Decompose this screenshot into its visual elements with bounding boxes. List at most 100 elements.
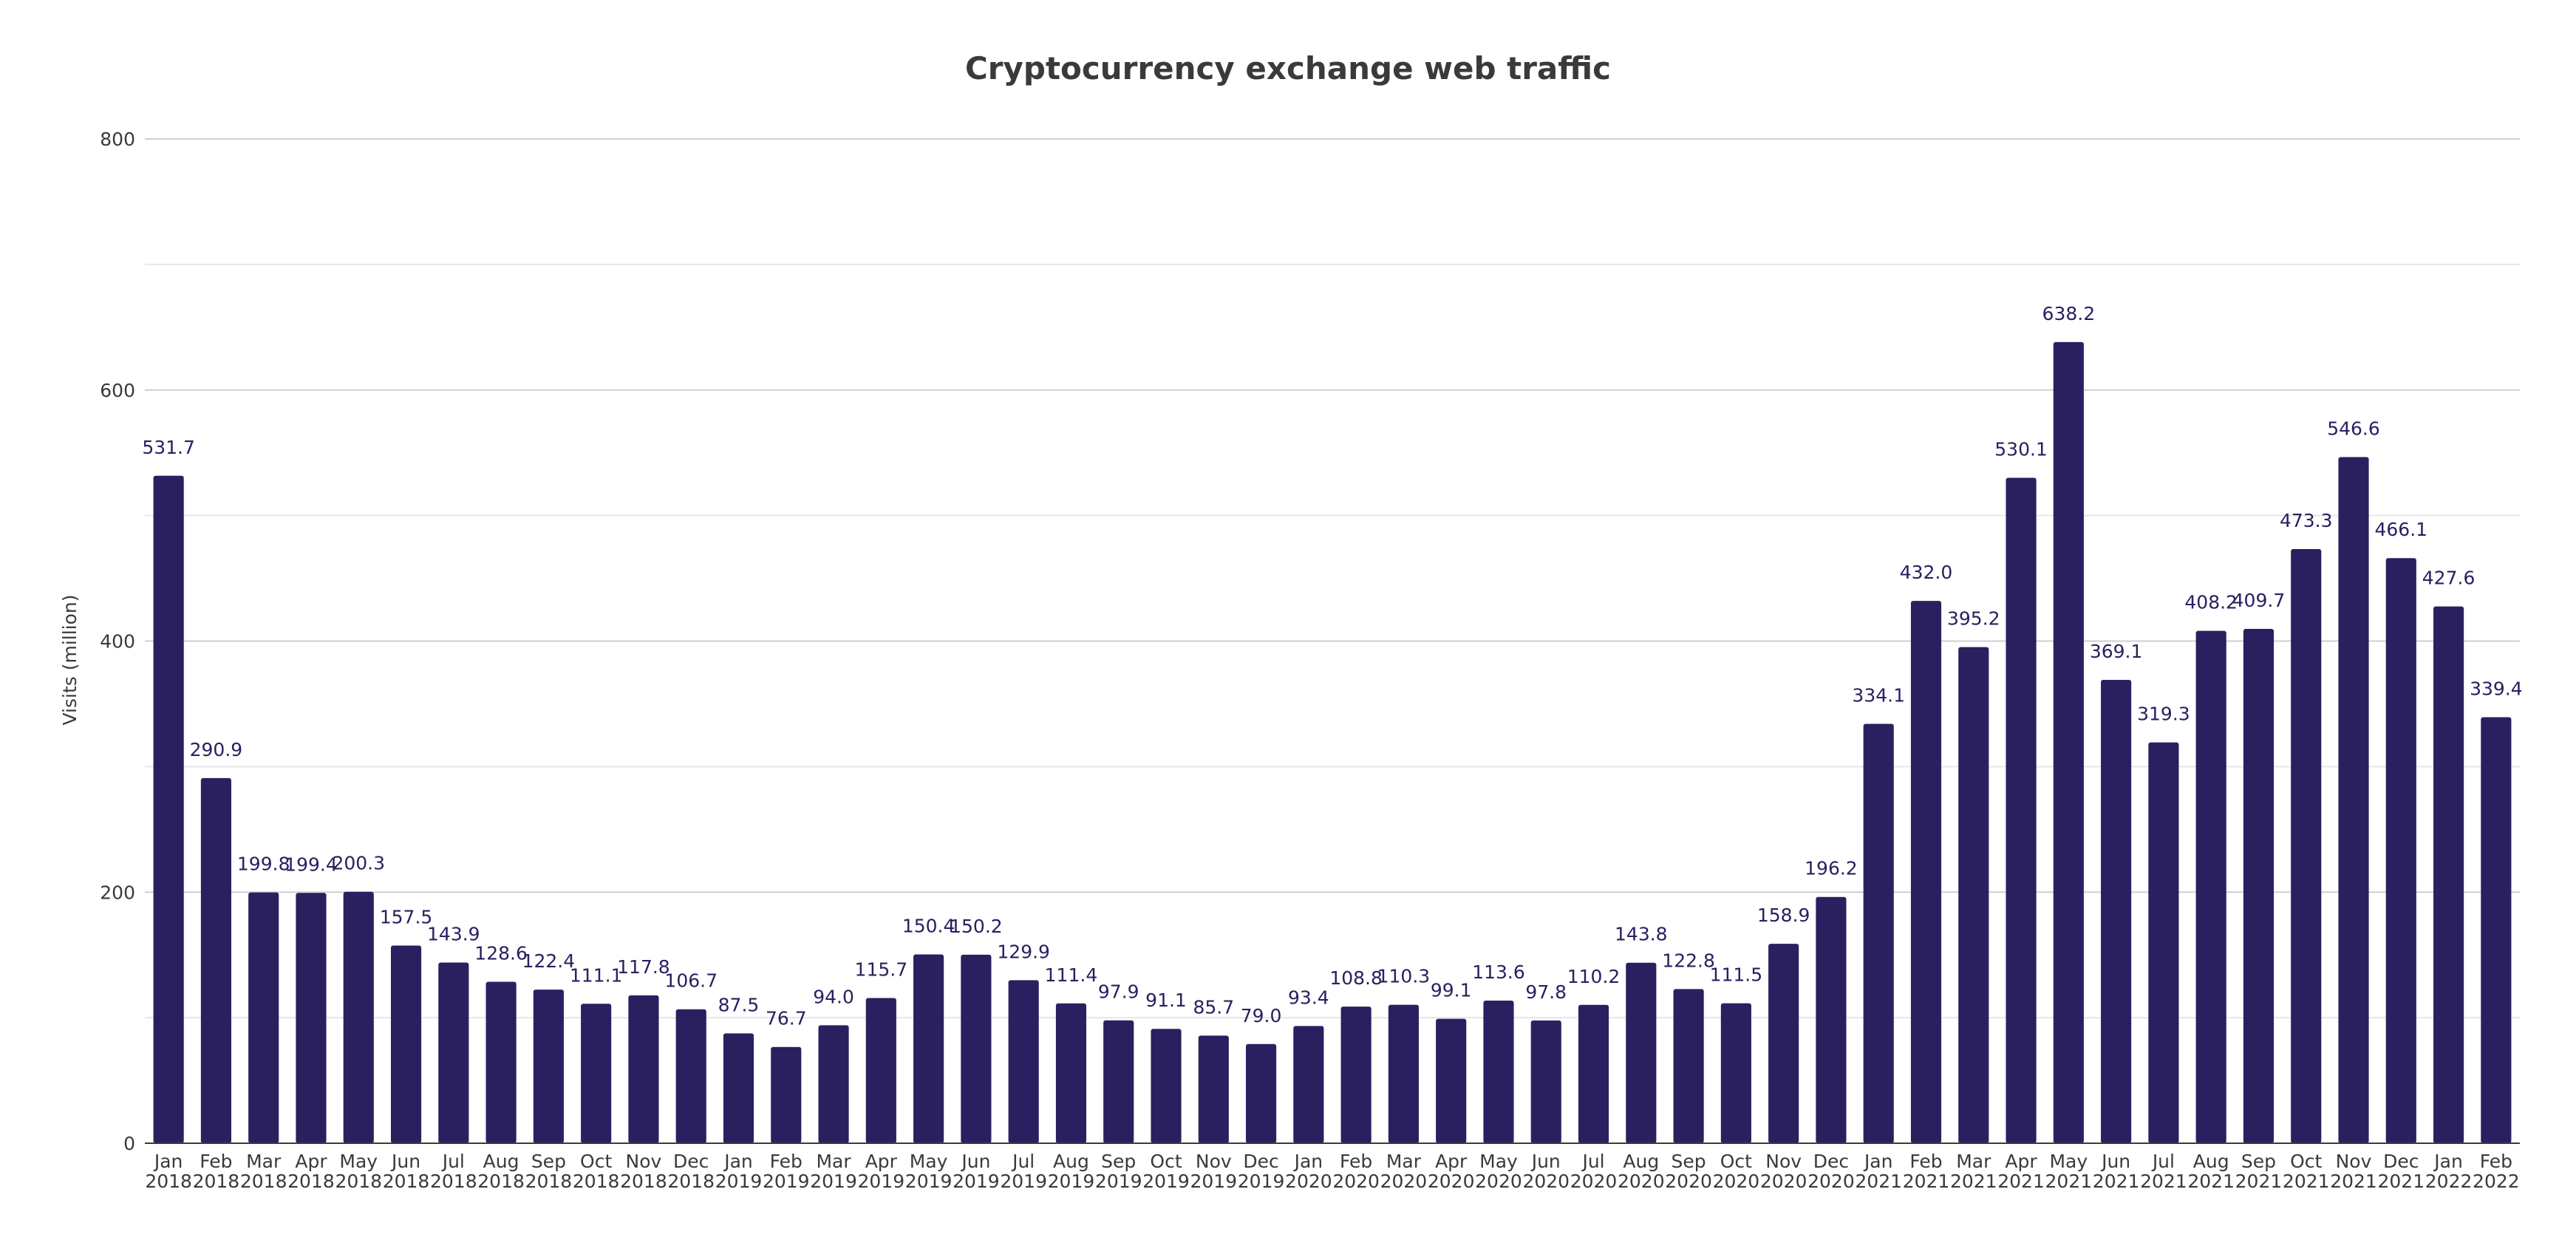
x-tick-label-year: 2018 xyxy=(573,1171,620,1192)
x-tick-label-year: 2020 xyxy=(1665,1171,1712,1192)
x-tick-label-month: Mar xyxy=(1956,1151,1991,1172)
bar xyxy=(2195,630,2226,1143)
data-label: 199.8 xyxy=(237,854,290,875)
bar xyxy=(2291,548,2322,1143)
bar xyxy=(1958,647,1989,1143)
data-label: 113.6 xyxy=(1472,961,1525,983)
bar xyxy=(1530,1020,1561,1143)
bar xyxy=(533,990,564,1143)
bar xyxy=(1626,962,1657,1143)
x-tick-label-month: Apr xyxy=(2005,1151,2037,1172)
data-label: 128.6 xyxy=(474,943,528,964)
x-tick-label-year: 2020 xyxy=(1332,1171,1380,1192)
bar xyxy=(818,1025,849,1143)
x-tick-label-month: Jun xyxy=(960,1151,990,1172)
data-label: 408.2 xyxy=(2184,592,2238,613)
x-tick-label-month: Apr xyxy=(1435,1151,1468,1172)
x-tick-label-month: Feb xyxy=(1340,1151,1372,1172)
x-tick-label-month: Aug xyxy=(483,1151,519,1172)
data-label: 432.0 xyxy=(1900,562,1953,583)
bar xyxy=(675,1009,706,1143)
bar xyxy=(1910,601,1942,1143)
x-tick-label-year: 2019 xyxy=(905,1171,953,1192)
bar xyxy=(1816,896,1847,1143)
bars xyxy=(153,341,2512,1143)
x-tick-label-month: May xyxy=(339,1151,378,1172)
x-tick-label-month: Nov xyxy=(1196,1151,1232,1172)
data-label: 158.9 xyxy=(1757,905,1810,926)
bar xyxy=(153,475,184,1143)
x-tick-label-month: Jul xyxy=(1011,1151,1035,1172)
x-tick-label-month: Mar xyxy=(1386,1151,1422,1172)
data-label: 466.1 xyxy=(2375,519,2428,540)
x-tick-label-year: 2021 xyxy=(2330,1171,2377,1192)
data-label: 108.8 xyxy=(1329,967,1383,989)
x-tick-label-year: 2020 xyxy=(1380,1171,1428,1192)
data-label: 122.8 xyxy=(1662,950,1715,971)
y-tick-label: 0 xyxy=(123,1133,135,1154)
x-tick-label-month: Oct xyxy=(1720,1151,1752,1172)
x-tick-label-month: Dec xyxy=(1243,1151,1278,1172)
x-tick-label-year: 2019 xyxy=(763,1171,810,1192)
data-label: 150.4 xyxy=(902,916,955,937)
x-tick-label-month: Nov xyxy=(2336,1151,2372,1172)
data-label: 157.5 xyxy=(380,906,433,927)
x-tick-label-month: Dec xyxy=(1813,1151,1849,1172)
x-tick-label-month: Jan xyxy=(1293,1151,1323,1172)
x-tick-label-month: Oct xyxy=(1150,1151,1182,1172)
bar xyxy=(1673,989,1704,1143)
data-label: 106.7 xyxy=(664,970,718,992)
bar xyxy=(1340,1007,1372,1143)
bar xyxy=(628,995,659,1143)
data-label: 117.8 xyxy=(617,956,670,978)
x-tick-label-year: 2018 xyxy=(383,1171,430,1192)
x-tick-label-year: 2022 xyxy=(2425,1171,2473,1192)
x-tick-label-year: 2019 xyxy=(810,1171,857,1192)
data-label: 99.1 xyxy=(1431,980,1472,1001)
x-tick-label-year: 2020 xyxy=(1760,1171,1807,1192)
bar xyxy=(1293,1026,1324,1143)
x-tick-label-year: 2018 xyxy=(145,1171,192,1192)
x-tick-label-month: Jan xyxy=(2433,1151,2463,1172)
x-tick-label-year: 2018 xyxy=(193,1171,240,1192)
bar xyxy=(2433,606,2464,1143)
x-tick-label-month: Jun xyxy=(1530,1151,1561,1172)
bar xyxy=(1198,1035,1229,1143)
bar xyxy=(961,954,992,1143)
x-tick-label-month: Oct xyxy=(580,1151,612,1172)
x-tick-label-year: 2018 xyxy=(667,1171,715,1192)
y-tick-label: 800 xyxy=(100,129,135,150)
bar xyxy=(248,892,279,1143)
data-label: 111.1 xyxy=(570,964,623,986)
bar xyxy=(2053,341,2084,1143)
x-tick-label-year: 2018 xyxy=(430,1171,477,1192)
data-label: 290.9 xyxy=(190,739,243,760)
data-label: 638.2 xyxy=(2042,303,2096,324)
x-tick-label-month: Apr xyxy=(295,1151,327,1172)
x-tick-label-month: Sep xyxy=(1101,1151,1136,1172)
x-tick-label-year: 2021 xyxy=(1903,1171,1950,1192)
bar xyxy=(2148,742,2179,1143)
x-tick-label-year: 2019 xyxy=(715,1171,763,1192)
x-tick-label-month: Feb xyxy=(200,1151,232,1172)
bar xyxy=(1863,723,1894,1143)
y-axis-title: Visits (million) xyxy=(59,594,81,725)
data-label: 200.3 xyxy=(332,853,385,874)
data-label: 339.4 xyxy=(2470,678,2523,699)
x-tick-label-month: Jan xyxy=(1863,1151,1893,1172)
x-tick-label-year: 2018 xyxy=(335,1171,382,1192)
data-label: 93.4 xyxy=(1288,987,1329,1008)
x-tick-label-year: 2021 xyxy=(2187,1171,2235,1192)
x-tick-label-year: 2021 xyxy=(2140,1171,2187,1192)
y-axis-ticks: 0 200 400 600 800 xyxy=(100,129,135,1154)
data-label: 143.9 xyxy=(427,924,480,945)
x-tick-label-year: 2021 xyxy=(1997,1171,2045,1192)
x-tick-label-month: Jan xyxy=(723,1151,753,1172)
x-tick-label-month: May xyxy=(910,1151,948,1172)
data-label: 87.5 xyxy=(718,994,760,1015)
x-tick-label-month: Feb xyxy=(2480,1151,2512,1172)
data-label: 76.7 xyxy=(766,1008,807,1029)
bar xyxy=(1436,1018,1467,1143)
x-tick-label-year: 2022 xyxy=(2473,1171,2520,1192)
x-tick-label-month: Jul xyxy=(441,1151,465,1172)
